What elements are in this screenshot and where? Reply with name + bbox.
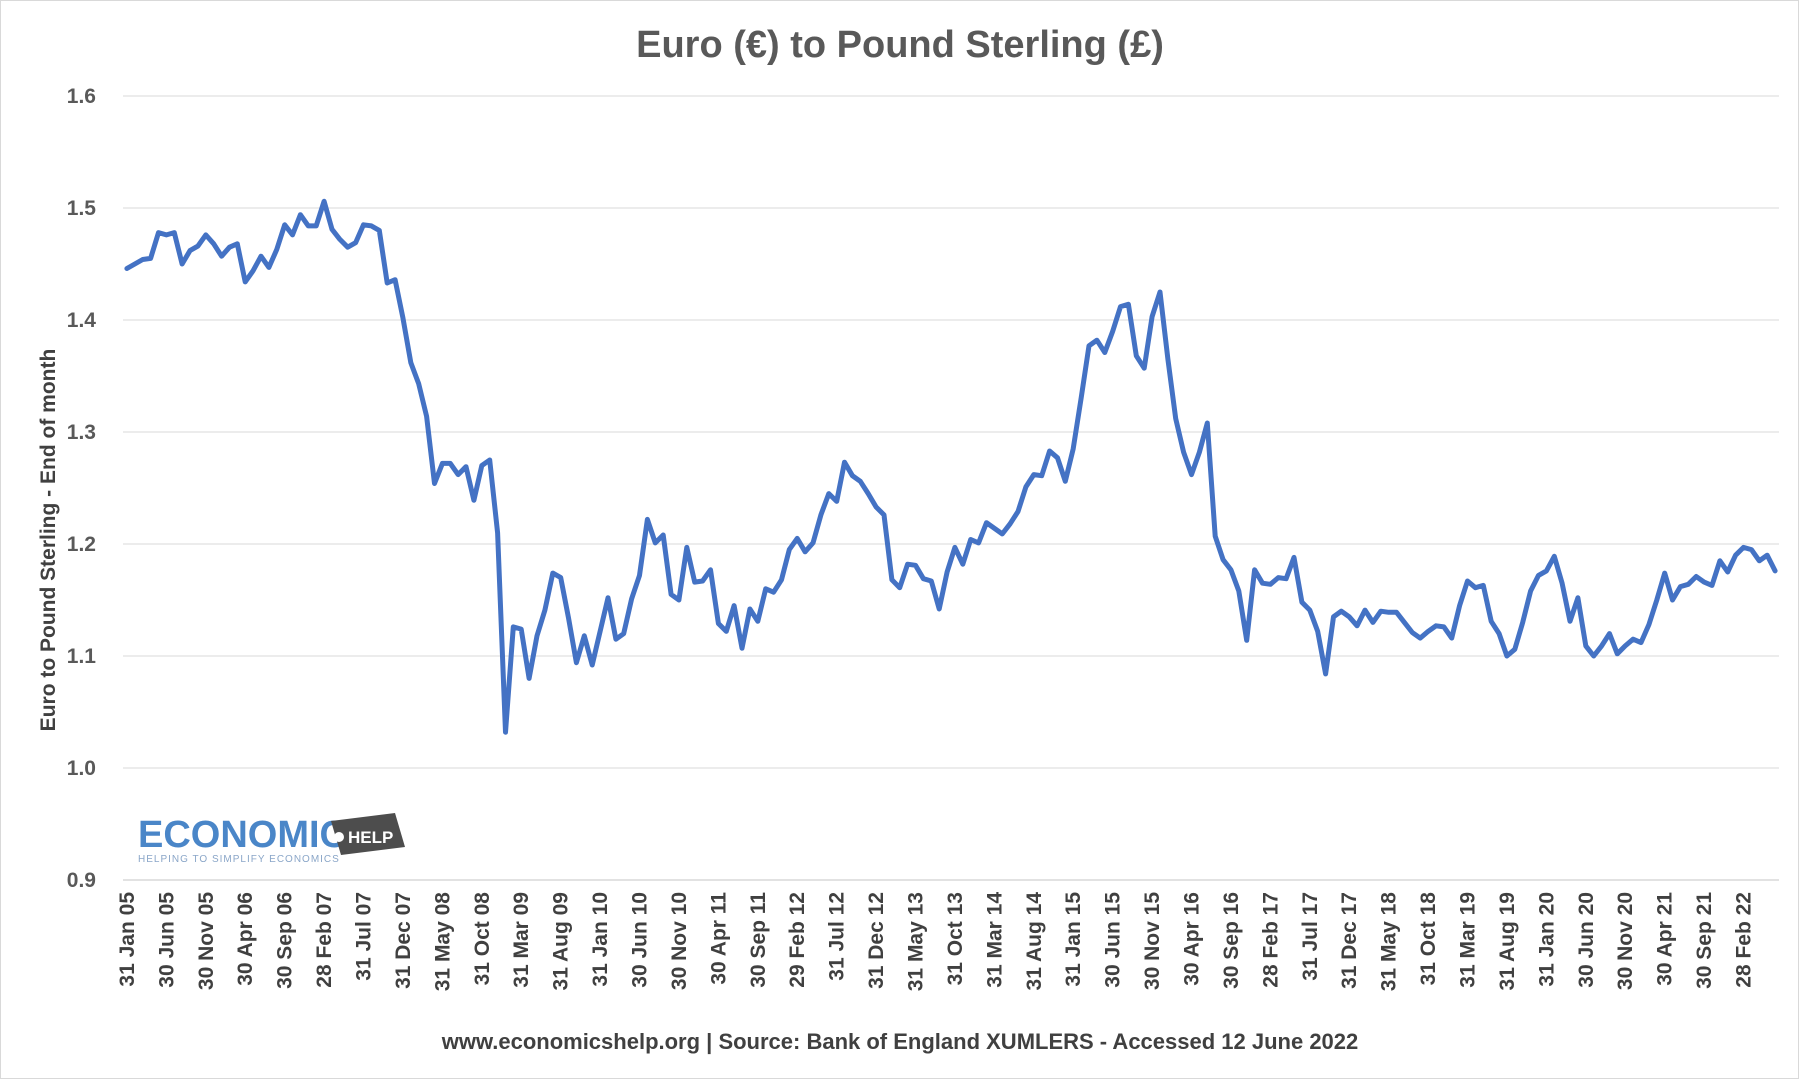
- gridlines: [123, 95, 1779, 881]
- x-tick-label: 30 Nov 10: [668, 892, 691, 990]
- x-tick-label: 31 Jul 07: [353, 892, 376, 981]
- x-tick-label: 31 Oct 13: [944, 892, 967, 985]
- chart-title: Euro (€) to Pound Sterling (£): [636, 24, 1164, 66]
- x-tick-label: 31 Jan 20: [1535, 892, 1558, 987]
- y-axis-ticks: 0.9 1.0 1.1 1.2 1.3 1.4 1.5 1.6: [67, 85, 97, 892]
- x-tick-label: 31 Aug 09: [550, 892, 573, 990]
- x-tick-label: 31 May 18: [1378, 892, 1401, 992]
- x-axis-ticks: 31 Jan 05 30 Jun 05 30 Nov 05 30 Apr 06 30 S…: [116, 892, 1756, 992]
- x-tick-label: 30 Apr 11: [707, 892, 730, 985]
- x-tick-label: 30 Jun 10: [629, 892, 652, 988]
- source-caption: www.economicshelp.org | Source: Bank of …: [441, 1029, 1359, 1054]
- x-tick-label: 30 Sep 16: [1220, 892, 1243, 989]
- x-tick-label: 30 Jun 05: [155, 892, 178, 988]
- x-tick-label: 30 Sep 21: [1693, 892, 1716, 989]
- x-tick-label: 31 Oct 18: [1417, 892, 1440, 986]
- x-tick-label: 30 Nov 20: [1614, 892, 1637, 990]
- x-tick-label: 31 Dec 07: [392, 892, 415, 989]
- series-line-eur-gbp: [124, 198, 1778, 735]
- x-tick-label: 31 Mar 14: [983, 892, 1006, 988]
- x-tick-label: 31 May 08: [431, 892, 454, 992]
- x-tick-label: 31 Jan 15: [1062, 892, 1085, 987]
- x-tick-label: 28 Feb 22: [1733, 892, 1756, 988]
- economics-help-logo: ECONOMICS HELP HELPING TO SIMPLIFY ECONO…: [138, 813, 405, 865]
- x-tick-label: 31 Dec 12: [865, 892, 888, 989]
- y-tick-label: 0.9: [67, 869, 96, 892]
- x-tick-label: 31 Mar 09: [510, 892, 533, 988]
- x-tick-label: 31 Aug 14: [1023, 892, 1046, 991]
- x-tick-label: 30 Nov 05: [195, 892, 218, 990]
- y-axis-label: Euro to Pound Sterling - End of month: [37, 349, 60, 732]
- x-tick-label: 31 Aug 19: [1496, 892, 1519, 990]
- x-tick-label: 31 Dec 17: [1338, 892, 1361, 989]
- y-tick-label: 1.2: [67, 533, 96, 556]
- x-tick-label: 28 Feb 17: [1259, 892, 1282, 988]
- y-tick-label: 1.3: [67, 421, 96, 444]
- y-tick-label: 1.0: [67, 757, 96, 780]
- logo-tag-shape: [331, 813, 405, 855]
- x-tick-label: 31 May 13: [905, 892, 928, 991]
- x-tick-label: 30 Jun 15: [1102, 892, 1125, 988]
- x-tick-label: 31 Jan 10: [589, 892, 612, 987]
- y-tick-label: 1.4: [67, 309, 97, 332]
- series-layer: [124, 198, 1778, 735]
- x-tick-label: 28 Feb 07: [313, 892, 336, 988]
- x-tick-label: 30 Apr 16: [1181, 892, 1204, 986]
- x-tick-label: 30 Apr 06: [234, 892, 257, 986]
- x-tick-label: 31 Jul 17: [1299, 892, 1322, 981]
- x-tick-label: 30 Nov 15: [1141, 892, 1164, 990]
- x-tick-label: 31 Oct 08: [471, 892, 494, 986]
- x-tick-label: 30 Jun 20: [1575, 892, 1598, 988]
- x-tick-label: 31 Jul 12: [826, 892, 849, 981]
- x-tick-label: 29 Feb 12: [786, 892, 809, 988]
- x-tick-label: 31 Jan 05: [116, 892, 139, 987]
- x-tick-label: 30 Sep 06: [274, 892, 297, 989]
- y-tick-label: 1.1: [67, 645, 97, 668]
- logo-tag-hole: [334, 832, 344, 842]
- x-tick-label: 30 Sep 11: [747, 892, 770, 988]
- x-tick-label: 31 Mar 19: [1457, 892, 1480, 988]
- logo-subtitle: HELPING TO SIMPLIFY ECONOMICS: [138, 854, 340, 865]
- x-tick-label: 30 Apr 21: [1654, 892, 1677, 986]
- logo-tag-text: HELP: [348, 828, 393, 847]
- y-tick-label: 1.5: [67, 197, 97, 220]
- y-tick-label: 1.6: [67, 85, 96, 108]
